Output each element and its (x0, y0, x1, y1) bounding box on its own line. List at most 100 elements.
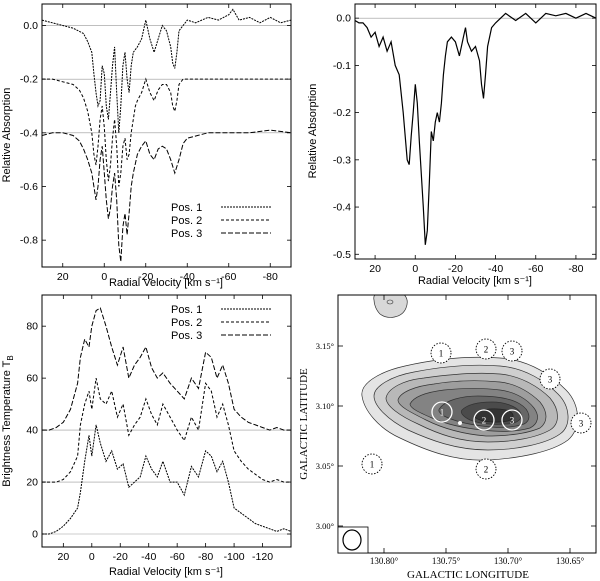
x-tick-label: -80 (198, 551, 213, 563)
panel-3-series (42, 307, 291, 535)
x-tick-label: -120 (252, 551, 273, 563)
panel-2-x-ticks: 20 0 -20 -40 -60 -80 (369, 4, 584, 275)
position-marker-label: 1 (370, 460, 375, 470)
position-marker-label: 2 (484, 465, 489, 475)
position-marker-circle (570, 412, 592, 434)
panel-3-brightness-temperature: 20 0 -20 -40 -60 -80 -100 -120 0 20 40 60 80 Radial… (1, 294, 292, 578)
series-line-1 (42, 8, 291, 133)
y-tick-label: 0 (32, 529, 38, 541)
y-tick-label: 20 (26, 477, 38, 489)
position-marker-circle (361, 453, 383, 475)
y-tick-label: -0.2 (20, 74, 38, 86)
contour-top-blob-core (386, 299, 394, 305)
legend-label: Pos. 1 (171, 202, 202, 214)
position-marker-label: 3 (510, 347, 515, 357)
position-marker-circle (501, 409, 523, 431)
legend-label: Pos. 1 (171, 304, 202, 316)
beam-indicator (337, 526, 369, 554)
position-marker-circle (539, 368, 561, 390)
y-tick-label: -0.1 (333, 60, 351, 72)
panel-1-x-label: Radial Velocity [km s⁻¹] (109, 277, 223, 289)
panel-2-x-label: Radial Velocity [km s⁻¹] (418, 275, 532, 287)
panel-2-relative-absorption: 20 0 -20 -40 -60 -80 0.0-0.1-0.2-0.3-0.4-0.5 … (307, 3, 597, 287)
series-line-1 (355, 12, 596, 245)
y-tick-label: 80 (26, 321, 38, 333)
position-marker-label: 1 (439, 349, 444, 359)
panel-4-contour-map: 1 2 3 3 1 2 3 3 1 2 130.80° 130.75° 130.70° 130.65° 3… (298, 294, 597, 581)
y-tick-label: -0.6 (20, 181, 38, 193)
x-tick-label: 130.80° (370, 556, 399, 566)
panel-1-y-ticks: 0.0 -0.2 -0.4 -0.6 -0.8 (20, 20, 291, 247)
y-tick-label: -0.4 (20, 127, 38, 139)
panel-2-y-label: Relative Absorption (307, 84, 319, 179)
panel-4-ticks: 130.80° 130.75° 130.70° 130.65° 3.15° 3.10° 3.… (316, 295, 596, 566)
x-tick-label: -40 (488, 263, 503, 275)
y-tick-label: 3.10° (316, 401, 334, 411)
panel-3-y-ticks: 0 20 40 60 80 (26, 321, 291, 541)
series-line-3 (42, 129, 291, 262)
y-tick-label: -0.4 (333, 202, 351, 214)
panel-1-frame (41, 3, 292, 268)
panel-3-hlines (42, 429, 291, 535)
x-tick-label: 130.65° (556, 556, 585, 566)
beam-ellipse (342, 529, 362, 551)
position-markers: 1 2 3 3 1 2 3 3 1 2 (361, 338, 592, 480)
legend-label: Pos. 3 (171, 330, 202, 342)
position-marker-label: 3 (579, 419, 584, 429)
position-marker-circle (431, 401, 453, 423)
panel-3-x-label: Radial Velocity [km s⁻¹] (109, 566, 223, 578)
y-tick-label: 0.0 (336, 13, 351, 25)
legend-label: Pos. 2 (171, 215, 202, 227)
y-tick-label: 60 (26, 373, 38, 385)
position-marker-circle (475, 338, 497, 360)
panel-3-frame (41, 294, 292, 548)
y-tick-label: -0.5 (333, 249, 351, 261)
panel-1-series (42, 8, 291, 262)
x-tick-label: 0 (89, 551, 95, 563)
panel-1-x-ticks: 20 0 -20 -40 -60 -80 (57, 4, 278, 283)
y-tick-label: 3.05° (316, 461, 334, 471)
source-marker (458, 421, 462, 425)
y-tick-label: 0.0 (23, 20, 38, 32)
x-tick-label: 20 (57, 271, 69, 283)
position-marker-label: 2 (482, 416, 487, 426)
position-marker-circle (501, 340, 523, 362)
x-tick-label: -40 (180, 271, 195, 283)
x-tick-label: 0 (412, 263, 418, 275)
legend-label: Pos. 2 (171, 317, 202, 329)
x-tick-label: 20 (369, 263, 381, 275)
x-tick-label: -60 (528, 263, 543, 275)
panel-1-relative-absorption: 20 0 -20 -40 -60 -80 0.0 -0.2 -0.4 -0.6 -0.8 Radi… (1, 3, 292, 289)
position-marker-circle (475, 458, 497, 480)
series-line-3 (42, 307, 291, 431)
x-tick-label: -80 (263, 271, 278, 283)
x-tick-label: -80 (568, 263, 583, 275)
panel-2-series (355, 12, 596, 245)
x-tick-label: 0 (101, 271, 107, 283)
y-tick-label: -0.8 (20, 235, 38, 247)
position-marker-label: 3 (548, 375, 553, 385)
y-tick-label: 3.00° (316, 521, 334, 531)
y-tick-label: 3.15° (316, 341, 334, 351)
position-marker-circle (473, 409, 495, 431)
x-tick-label: -20 (113, 551, 128, 563)
y-tick-label: 40 (26, 425, 38, 437)
panel-2-frame (354, 3, 597, 260)
y-tick-label: -0.2 (333, 107, 351, 119)
legend-label: Pos. 3 (171, 228, 202, 240)
panel-1-y-label: Relative Absorption (1, 88, 13, 183)
position-marker-circle (430, 342, 452, 364)
panel-4-frame (337, 294, 597, 554)
x-tick-label: 130.75° (432, 556, 461, 566)
contour-top-blob (373, 295, 408, 318)
panel-4-y-label: GALACTIC LATITUDE (298, 368, 310, 480)
x-tick-label: -40 (141, 551, 156, 563)
x-tick-label: -20 (448, 263, 463, 275)
panel-3-x-ticks: 20 0 -20 -40 -60 -80 -100 -120 (57, 295, 273, 563)
position-marker-label: 2 (484, 345, 489, 355)
panel-3-y-label-main: Brightness Temperature T (1, 360, 13, 486)
x-tick-label: -60 (221, 271, 236, 283)
